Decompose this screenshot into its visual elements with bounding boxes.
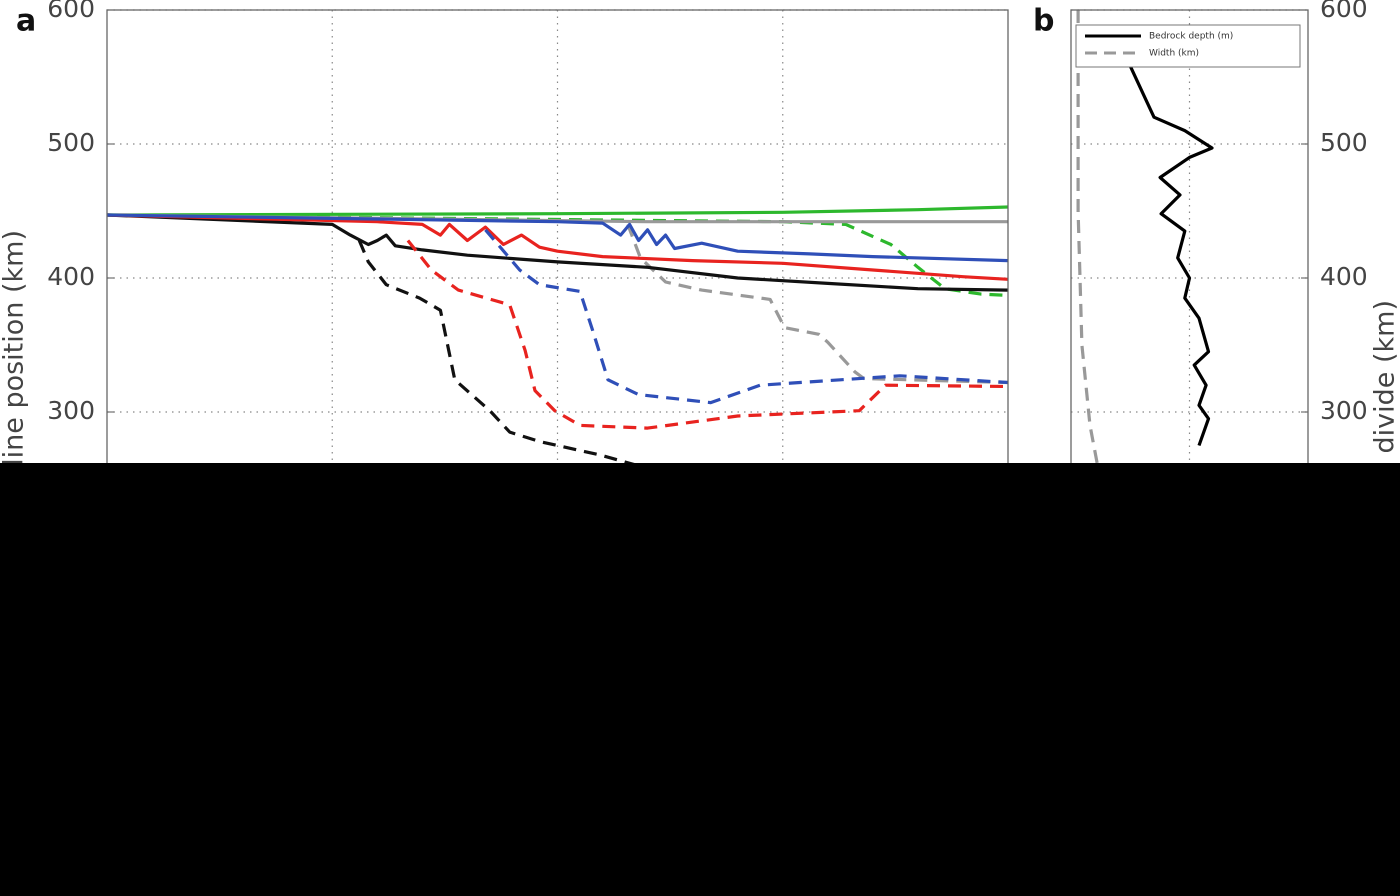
series-line (406, 239, 1008, 430)
series-line (484, 228, 1008, 405)
y-tick-label: 300 (1320, 396, 1368, 425)
panel-label: a (16, 4, 36, 39)
series-line (107, 213, 1008, 292)
y-axis-label: -line position (km) (0, 230, 30, 476)
y-tick-label: 600 (47, 0, 95, 23)
y-tick-label: 300 (47, 396, 95, 425)
legend: Bedrock depth (m) Width (km) (1075, 24, 1301, 68)
legend-label: Bedrock depth (m) (1149, 32, 1233, 42)
panel-label: b (1033, 4, 1054, 39)
series-group (1076, 10, 1214, 464)
series-line (107, 213, 1008, 297)
y-tick-label: 400 (47, 262, 95, 291)
redaction-block (0, 463, 1400, 896)
y-tick-label: 500 (1320, 128, 1368, 157)
series-group (107, 205, 1008, 474)
y-tick-label: 400 (1320, 262, 1368, 291)
legend-box (1075, 24, 1301, 68)
y-tick-label: 500 (47, 128, 95, 157)
series-line (107, 213, 1008, 263)
series-line (107, 205, 1008, 217)
series-line (107, 213, 1008, 281)
series-line (357, 239, 666, 474)
legend-label: Width (km) (1149, 49, 1199, 59)
series-line (1076, 10, 1099, 464)
y-tick-label: 600 (1320, 0, 1368, 23)
series-line (1127, 62, 1214, 447)
series-line (626, 223, 1008, 385)
plots: 300 400 500 600 300 400 500 600 Bedrock depth (m… (47, 0, 1368, 480)
